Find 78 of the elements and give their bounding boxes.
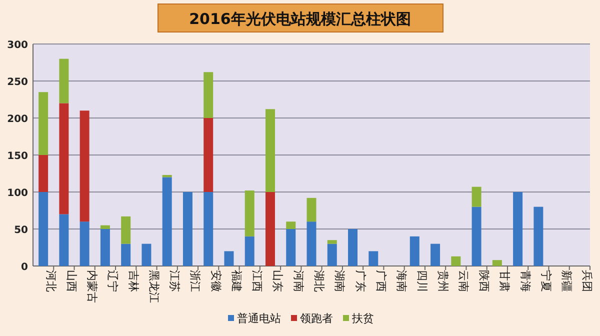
x-tick-label: 广东: [354, 270, 367, 292]
bar: [162, 174, 172, 178]
bar: [80, 222, 90, 266]
bar: [451, 256, 461, 266]
x-tick-label: 湖南: [333, 270, 346, 292]
bar: [306, 198, 316, 222]
bar: [38, 192, 48, 266]
bar: [204, 192, 214, 266]
x-tick-label: 内蒙古: [86, 270, 99, 303]
bar: [224, 251, 234, 266]
bar: [59, 103, 69, 214]
legend-label: 领跑者: [300, 312, 333, 325]
bar: [204, 118, 214, 192]
bar: [59, 214, 69, 266]
bar: [204, 72, 214, 118]
bar: [265, 192, 275, 266]
x-tick-label: 辽宁: [106, 270, 120, 292]
x-tick-label: 吉林: [126, 270, 140, 292]
bar: [121, 244, 131, 266]
x-tick-label: 浙江: [188, 270, 202, 292]
bar: [100, 229, 110, 266]
x-tick-label: 宁夏: [539, 270, 552, 292]
bar: [286, 229, 296, 266]
bar: [472, 186, 482, 207]
x-tick-label: 山西: [64, 270, 78, 292]
y-tick-label: 300: [7, 40, 28, 51]
bar: [513, 192, 523, 266]
bar: [286, 222, 296, 229]
y-tick-label: 0: [21, 262, 28, 273]
x-tick-label: 甘肃: [498, 270, 512, 292]
bar: [534, 206, 544, 266]
bar: [410, 236, 420, 266]
x-tick-label: 河北: [44, 270, 58, 292]
x-tick-label: 云南: [456, 270, 470, 292]
bar: [182, 192, 192, 266]
x-tick-label: 四川: [416, 270, 429, 292]
x-tick-label: 兵团: [580, 270, 594, 292]
y-tick-label: 100: [7, 188, 28, 199]
x-tick-label: 江西: [250, 270, 264, 292]
x-tick-label: 河南: [292, 270, 305, 292]
chart-title: 2016年光伏电站规模汇总柱状图: [189, 10, 411, 28]
bar: [121, 216, 131, 244]
bar: [80, 110, 90, 222]
bar: [100, 225, 110, 229]
bar: [38, 155, 48, 192]
bar: [142, 244, 152, 266]
x-tick-label: 海南: [395, 270, 408, 292]
bar: [306, 222, 316, 266]
bar: [59, 58, 69, 104]
x-tick-label: 贵州: [436, 270, 450, 292]
bar: [327, 240, 337, 244]
y-tick-label: 250: [7, 77, 28, 88]
legend-label: 扶贫: [351, 312, 374, 325]
x-tick-label: 新疆: [560, 270, 574, 292]
x-tick-label: 山东: [271, 270, 284, 292]
x-tick-label: 安徽: [209, 270, 222, 292]
x-tick-label: 陕西: [478, 270, 491, 292]
bar: [368, 251, 378, 266]
y-tick-label: 200: [7, 114, 28, 125]
x-tick-label: 福建: [230, 270, 243, 292]
bar: [472, 206, 482, 266]
x-tick-label: 湖北: [312, 270, 326, 292]
bar: [430, 244, 440, 266]
bar: [348, 229, 358, 266]
bar: [244, 236, 254, 266]
y-tick-label: 150: [7, 151, 28, 162]
x-tick-label: 青海: [518, 270, 532, 292]
x-tick-label: 江苏: [168, 270, 182, 292]
bar: [38, 92, 48, 155]
y-tick-label: 50: [14, 225, 28, 236]
x-tick-label: 广西: [374, 270, 388, 292]
bar: [265, 109, 275, 192]
bar: [244, 190, 254, 236]
legend-label: 普通电站: [237, 312, 281, 325]
bar: [162, 177, 172, 266]
x-tick-label: 黑龙江: [147, 270, 160, 303]
bar: [327, 244, 337, 266]
bar: [492, 260, 502, 266]
